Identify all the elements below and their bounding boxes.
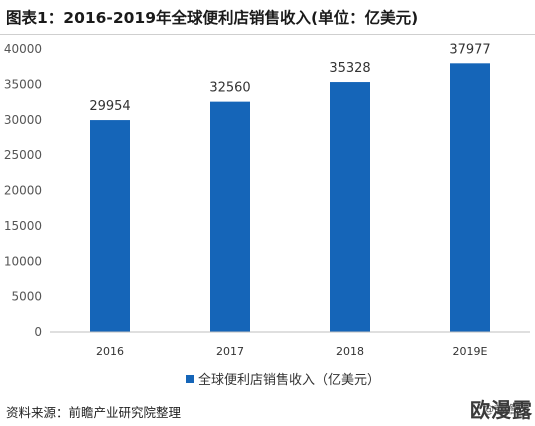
legend-swatch bbox=[186, 374, 194, 383]
watermark-brand: 欧漫露 bbox=[470, 398, 533, 422]
bar bbox=[210, 101, 250, 332]
watermark-text: @前瞻产 bbox=[483, 403, 527, 416]
data-label: 37977 bbox=[449, 42, 490, 57]
y-tick-label: 15000 bbox=[4, 219, 42, 233]
y-axis-ticks: 0 5000 10000 15000 20000 25000 30000 35000 40000 bbox=[4, 42, 42, 339]
bar bbox=[450, 63, 490, 333]
chart-title: 图表1：2016-2019年全球便利店销售收入(单位：亿美元) bbox=[6, 9, 419, 27]
y-tick-label: 35000 bbox=[4, 77, 42, 91]
y-tick-label: 5000 bbox=[11, 290, 42, 304]
y-tick-label: 0 bbox=[34, 325, 42, 339]
y-tick-label: 40000 bbox=[4, 42, 42, 56]
x-axis-ticks: 2016 2017 2018 2019E bbox=[96, 345, 488, 358]
x-tick-label: 2018 bbox=[336, 345, 364, 358]
y-tick-label: 10000 bbox=[4, 254, 42, 268]
x-tick-label: 2019E bbox=[453, 345, 488, 358]
data-labels: 29954 32560 35328 37977 bbox=[89, 42, 490, 114]
legend: 全球便利店销售收入（亿美元） bbox=[186, 369, 380, 388]
x-tick-label: 2016 bbox=[96, 345, 124, 358]
bar bbox=[330, 82, 370, 332]
x-tick-label: 2017 bbox=[216, 345, 244, 358]
source-note: 资料来源：前瞻产业研究院整理 bbox=[6, 405, 182, 420]
title-divider bbox=[0, 34, 535, 35]
legend-label: 全球便利店销售收入（亿美元） bbox=[198, 373, 381, 388]
bars bbox=[90, 63, 490, 333]
data-label: 32560 bbox=[209, 81, 250, 96]
data-label: 29954 bbox=[89, 99, 130, 114]
y-tick-label: 30000 bbox=[4, 113, 42, 127]
y-tick-label: 25000 bbox=[4, 148, 42, 162]
bar bbox=[90, 120, 130, 333]
data-label: 35328 bbox=[329, 61, 370, 76]
y-tick-label: 20000 bbox=[4, 184, 42, 198]
